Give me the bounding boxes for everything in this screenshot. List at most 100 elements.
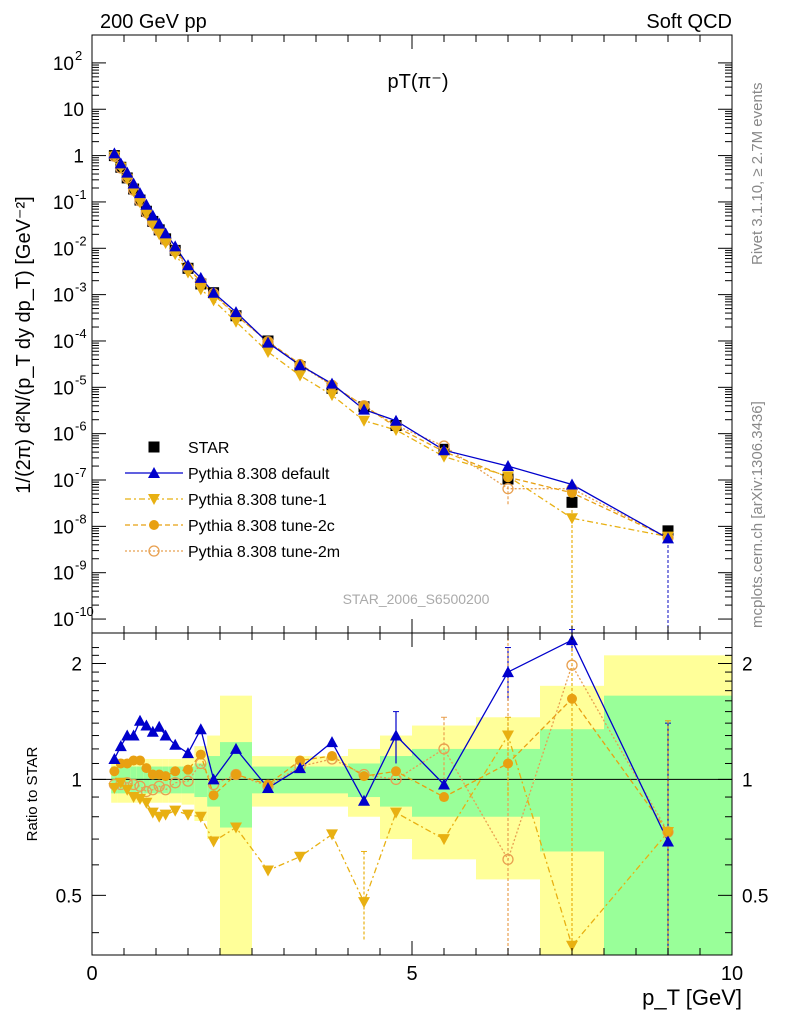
ratio-point xyxy=(159,784,172,796)
main-point xyxy=(207,286,220,298)
main-ytick-label: 10 xyxy=(53,332,74,353)
ratio-point xyxy=(295,755,305,766)
main-point xyxy=(146,220,159,232)
main-ytick-exponent: -3 xyxy=(75,280,87,295)
main-marks xyxy=(108,147,674,633)
ratio-point xyxy=(160,771,171,782)
legend-marker xyxy=(148,494,160,505)
main-xaxis xyxy=(91,35,733,633)
main-ylabel: 1/(2π) d²N/(p_T dy dp_T) [GeV⁻²] xyxy=(13,196,35,493)
ratio-point xyxy=(327,751,337,762)
main-point xyxy=(230,316,242,328)
main-point xyxy=(207,295,220,307)
main-point xyxy=(230,306,242,318)
ratio-point xyxy=(169,805,182,817)
main-ytick-label: 10 xyxy=(53,471,74,492)
rivet-label: Rivet 3.1.10, ≥ 2.7M events xyxy=(749,83,766,266)
main-point xyxy=(146,209,159,221)
main-point xyxy=(121,166,134,178)
ratio-xtick-label: 10 xyxy=(721,963,743,985)
ratio-point xyxy=(159,809,172,821)
ratio-point xyxy=(230,742,242,754)
ratio-point xyxy=(153,780,165,792)
watermark: STAR_2006_S6500200 xyxy=(343,591,490,607)
ratio-band-inner xyxy=(143,766,150,794)
ratio-band-inner xyxy=(124,766,131,794)
ratio-band-inner xyxy=(156,766,163,794)
main-point xyxy=(438,444,450,456)
ratio-point xyxy=(114,777,127,789)
main-ytick-exponent: -1 xyxy=(75,187,87,202)
ratio-point xyxy=(390,807,402,819)
main-point xyxy=(134,187,146,199)
ratio-band-inner xyxy=(194,763,208,798)
ratio-point xyxy=(567,693,577,704)
legend: STAR Pythia 8.308 default Pythia 8.308 tun… xyxy=(125,440,340,561)
ratio-point xyxy=(127,778,140,791)
main-ytick-label: 1 xyxy=(73,147,84,168)
main-point xyxy=(567,487,577,498)
main-point xyxy=(262,336,274,348)
ratio-point xyxy=(502,730,514,742)
ratio-point xyxy=(358,794,370,806)
ratio-ytick-label: 1 xyxy=(742,770,753,791)
header-right: Soft QCD xyxy=(646,11,732,33)
ratio-marks xyxy=(108,629,674,955)
main-point xyxy=(182,259,194,271)
ratio-band-inner xyxy=(380,756,412,807)
ratio-point xyxy=(141,763,152,774)
ratio-point xyxy=(109,766,120,777)
ratio-point xyxy=(153,720,166,732)
ratio-point xyxy=(566,659,578,671)
main-point xyxy=(662,525,674,537)
ratio-point xyxy=(207,773,220,785)
main-point xyxy=(294,359,306,371)
main-point xyxy=(390,424,402,436)
ratio-point xyxy=(207,836,220,848)
main-ytick-label: 10 xyxy=(53,378,74,399)
ratio-point xyxy=(662,835,674,847)
ratio-point xyxy=(127,729,140,741)
mcplots-label: mcplots.cern.ch [arXiv:1306.3436] xyxy=(749,401,766,628)
main-ytick-label: 10 xyxy=(53,425,74,446)
ratio-point xyxy=(182,775,194,787)
ratio-point xyxy=(390,729,402,741)
legend-label: Pythia 8.308 tune-1 xyxy=(188,492,327,509)
main-ytick-label: 10 xyxy=(53,54,74,75)
main-point xyxy=(566,513,578,525)
header-left: 200 GeV pp xyxy=(100,11,207,33)
ratio-point xyxy=(230,822,242,834)
main-point xyxy=(159,227,172,239)
main-ytick-exponent: -2 xyxy=(75,233,87,248)
ratio-bands xyxy=(111,655,732,955)
main-ytick-label: 10 xyxy=(63,100,84,121)
main-ytick-exponent: -7 xyxy=(75,465,87,480)
main-ytick-label: 10 xyxy=(53,239,74,260)
main-point xyxy=(169,249,182,261)
ratio-ylabel: Ratio to STAR xyxy=(24,746,41,841)
ratio-xtick-label: 0 xyxy=(86,963,97,985)
legend-marker xyxy=(148,545,160,557)
ratio-point xyxy=(262,781,274,793)
ratio-band-inner xyxy=(136,766,144,794)
ratio-point xyxy=(147,784,159,796)
ratio-ytick-label: 0.5 xyxy=(742,886,768,907)
ratio-point xyxy=(438,743,450,755)
ratio-point xyxy=(146,807,159,819)
main-ytick-label: 10 xyxy=(53,564,74,585)
main-point xyxy=(662,532,674,544)
legend-marker xyxy=(148,467,160,478)
ratio-point xyxy=(438,778,450,790)
ratio-point xyxy=(146,725,159,737)
main-point xyxy=(169,240,182,252)
main-point xyxy=(502,460,514,472)
main-point xyxy=(502,483,514,495)
ratio-ytick-label: 1 xyxy=(71,770,82,791)
main-title: pT(π⁻) xyxy=(387,71,448,93)
main-ytick-exponent: -10 xyxy=(75,604,94,619)
main-point xyxy=(566,496,578,508)
ratio-point xyxy=(108,752,121,764)
ratio-point xyxy=(358,897,370,909)
